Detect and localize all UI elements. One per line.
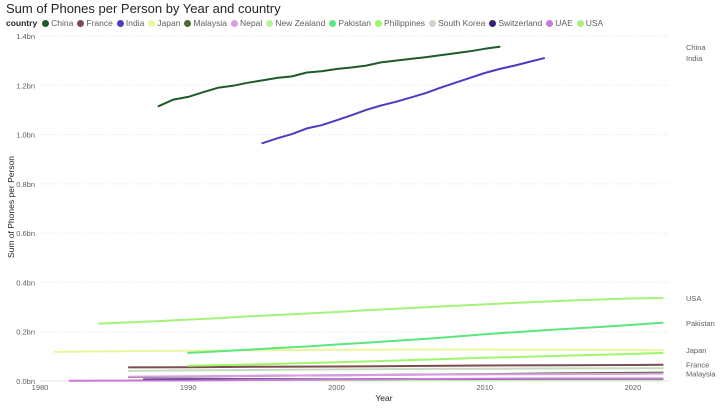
legend-label: New Zealand	[275, 18, 326, 28]
legend-item-new-zealand[interactable]: New Zealand	[266, 18, 325, 28]
legend-label: France	[86, 18, 113, 28]
legend-label: South Korea	[438, 18, 486, 28]
chart-title: Sum of Phones per Person by Year and cou…	[6, 1, 281, 16]
legend-item-malaysia[interactable]: Malaysia	[184, 18, 227, 28]
x-tick-label: 1980	[32, 383, 49, 392]
end-label-india: India	[686, 54, 703, 63]
legend-label: Pakistan	[338, 18, 371, 28]
legend-marker	[546, 19, 554, 27]
legend-item-philippines[interactable]: Philippines	[374, 18, 426, 28]
y-tick-label: 0.0bn	[16, 377, 35, 386]
y-tick-label: 0.2bn	[16, 328, 35, 337]
y-tick-label: 0.8bn	[16, 180, 35, 189]
end-label-japan: Japan	[686, 346, 706, 355]
legend-label: Japan	[157, 18, 181, 28]
series-line-india[interactable]	[261, 57, 545, 145]
legend-marker	[329, 19, 337, 27]
legend-marker	[374, 19, 382, 27]
series-line-south-korea[interactable]	[127, 367, 664, 372]
legend-marker	[231, 19, 239, 27]
legend-item-pakistan[interactable]: Pakistan	[329, 18, 371, 28]
legend-marker	[429, 19, 437, 27]
legend-item-china[interactable]: China	[42, 18, 73, 28]
y-tick-label: 1.2bn	[16, 81, 35, 90]
legend-marker	[266, 19, 274, 27]
legend-item-south-korea[interactable]: South Korea	[429, 18, 485, 28]
legend-marker	[116, 19, 124, 27]
legend-marker	[489, 19, 497, 27]
end-label-pakistan: Pakistan	[686, 319, 715, 328]
legend-item-india[interactable]: India	[116, 18, 145, 28]
series-line-nepal[interactable]	[127, 372, 664, 378]
end-label-usa: USA	[686, 294, 701, 303]
y-tick-label: 0.4bn	[16, 278, 35, 287]
legend-marker	[576, 19, 584, 27]
x-axis-ticks: 1980 1990 2000 2010 2020	[32, 383, 642, 392]
legend-item-france[interactable]: France	[77, 18, 113, 28]
legend-item-usa[interactable]: USA	[576, 18, 604, 28]
legend-label: Nepal	[240, 18, 263, 28]
y-axis-label: Sum of Phones per Person	[6, 156, 16, 258]
end-label-france: France	[686, 361, 709, 370]
legend-marker	[77, 19, 85, 27]
series-line-china[interactable]	[157, 45, 501, 108]
series-line-usa[interactable]	[98, 297, 664, 325]
legend-label: Malaysia	[193, 18, 228, 28]
legend-title: country	[6, 18, 38, 28]
legend-marker	[184, 19, 192, 27]
legend-item-switzerland[interactable]: Switzerland	[489, 18, 542, 28]
legend-label: UAE	[555, 18, 573, 28]
end-label-china: China	[686, 43, 706, 52]
y-axis-ticks: 0.0bn 0.2bn 0.4bn 0.6bn 0.8bn 1.0bn 1.2bn 1.4bn	[16, 32, 35, 386]
series-line-france[interactable]	[127, 363, 664, 369]
legend-marker	[148, 19, 156, 27]
end-label-malaysia: Malaysia	[686, 370, 716, 379]
x-tick-label: 1990	[180, 383, 197, 392]
legend-label: USA	[585, 18, 604, 28]
legend-label: Switzerland	[498, 18, 543, 28]
series-line-philippines[interactable]	[187, 351, 664, 367]
legend-label: China	[51, 18, 74, 28]
series-line-uae[interactable]	[68, 377, 664, 382]
series-line-pakistan[interactable]	[187, 321, 664, 354]
series-lines	[53, 45, 664, 382]
x-tick-label: 2010	[476, 383, 493, 392]
legend-item-nepal[interactable]: Nepal	[231, 18, 262, 28]
x-tick-label: 2020	[625, 383, 642, 392]
y-tick-label: 1.0bn	[16, 131, 35, 140]
legend-item-japan[interactable]: Japan	[148, 18, 180, 28]
x-tick-label: 2000	[328, 383, 345, 392]
legend-label: Philippines	[383, 18, 426, 28]
chart-legend: country China France India Japan Malaysia Nep…	[6, 17, 607, 29]
y-tick-label: 1.4bn	[16, 32, 35, 41]
legend-label: India	[125, 18, 145, 28]
series-line-japan[interactable]	[53, 348, 664, 353]
legend-marker	[42, 19, 50, 27]
y-tick-label: 0.6bn	[16, 229, 35, 238]
x-axis-label: Year	[375, 393, 392, 403]
legend-item-uae[interactable]: UAE	[546, 18, 573, 28]
